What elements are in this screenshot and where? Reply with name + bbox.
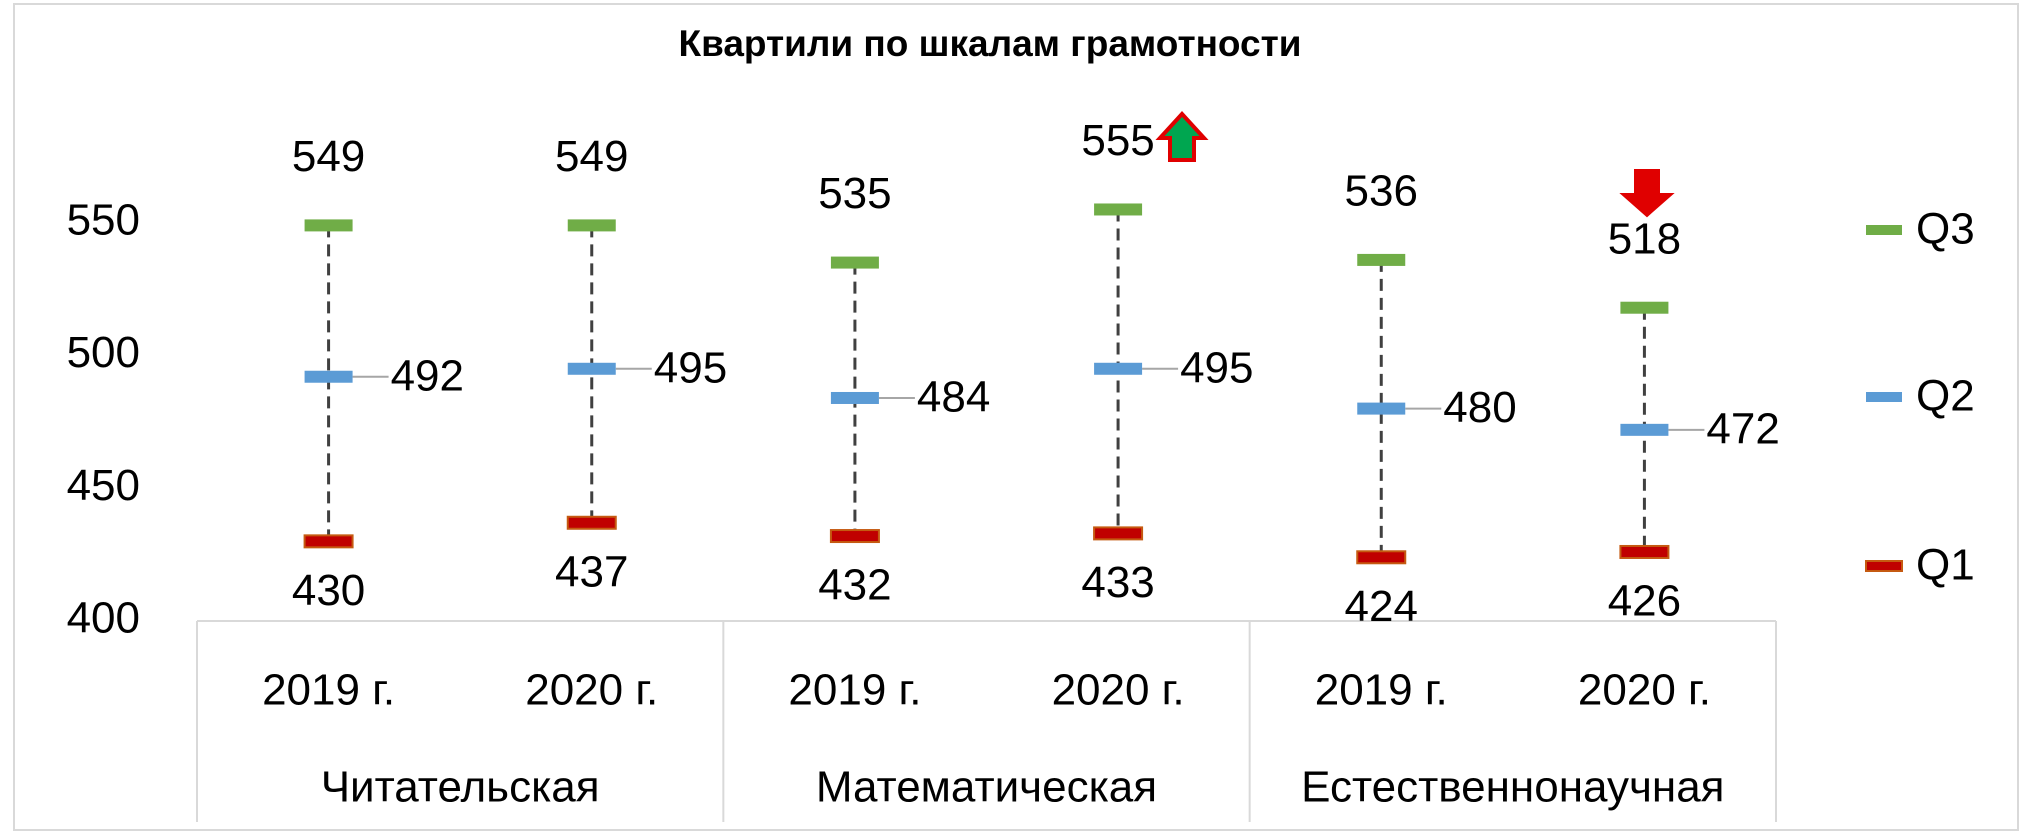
data-label: 472 bbox=[1706, 404, 1779, 453]
x-tick-label: 2019 г. bbox=[1315, 666, 1448, 715]
chart-title: Квартили по шкалам грамотности bbox=[678, 23, 1301, 64]
quartile-marker bbox=[304, 219, 353, 232]
quartile-marker bbox=[1620, 301, 1669, 314]
data-label: 518 bbox=[1608, 214, 1681, 263]
quartile-marker bbox=[1356, 550, 1407, 565]
group-label: Естественнонаучная bbox=[1301, 763, 1724, 812]
data-label: 430 bbox=[292, 566, 365, 615]
quartile-marker bbox=[1620, 423, 1669, 436]
legend-swatch bbox=[1866, 225, 1902, 235]
data-label: 432 bbox=[818, 561, 891, 610]
x-tick-label: 2019 г. bbox=[262, 666, 395, 715]
data-label: 549 bbox=[555, 132, 628, 181]
y-tick-label: 400 bbox=[67, 594, 140, 643]
quartile-marker bbox=[1619, 544, 1670, 559]
data-label: 549 bbox=[292, 132, 365, 181]
quartile-marker bbox=[304, 370, 353, 383]
quartile-marker bbox=[1093, 526, 1144, 541]
y-tick-label: 550 bbox=[67, 195, 140, 244]
quartile-marker bbox=[829, 529, 880, 544]
chart-frame bbox=[13, 3, 2019, 831]
data-label: 495 bbox=[654, 343, 727, 392]
y-tick-label: 450 bbox=[67, 461, 140, 510]
data-label: 424 bbox=[1345, 582, 1418, 631]
down-arrow bbox=[1619, 169, 1675, 218]
x-tick-label: 2019 г. bbox=[788, 666, 921, 715]
data-label: 433 bbox=[1081, 558, 1154, 607]
quartile-marker bbox=[1357, 402, 1406, 415]
legend-swatch bbox=[1865, 560, 1903, 572]
group-label: Математическая bbox=[816, 763, 1157, 812]
quartile-marker bbox=[1094, 362, 1143, 375]
quartile-marker bbox=[830, 391, 879, 404]
quartile-marker bbox=[566, 515, 617, 530]
x-tick-label: 2020 г. bbox=[525, 666, 658, 715]
data-label: 536 bbox=[1345, 167, 1418, 216]
legend-label: Q1 bbox=[1916, 541, 1975, 590]
legend-label: Q2 bbox=[1916, 372, 1975, 421]
legend-swatch bbox=[1866, 392, 1902, 402]
quartile-marker bbox=[303, 534, 354, 549]
data-label: 555 bbox=[1081, 116, 1154, 165]
quartile-marker bbox=[830, 256, 879, 269]
x-tick-label: 2020 г. bbox=[1578, 666, 1711, 715]
data-label: 492 bbox=[391, 351, 464, 400]
quartile-marker bbox=[567, 219, 616, 232]
data-label: 437 bbox=[555, 547, 628, 596]
legend-label: Q3 bbox=[1916, 205, 1975, 254]
quartile-marker bbox=[1094, 203, 1143, 216]
data-label: 484 bbox=[917, 373, 990, 422]
quartile-marker bbox=[1357, 253, 1406, 266]
up-arrow bbox=[1155, 111, 1209, 162]
data-label: 495 bbox=[1180, 343, 1253, 392]
x-tick-label: 2020 г. bbox=[1052, 666, 1185, 715]
y-tick-label: 500 bbox=[67, 328, 140, 377]
data-label: 426 bbox=[1608, 577, 1681, 626]
group-label: Читательская bbox=[321, 763, 600, 812]
data-label: 535 bbox=[818, 169, 891, 218]
data-label: 480 bbox=[1443, 383, 1516, 432]
quartile-marker bbox=[567, 362, 616, 375]
